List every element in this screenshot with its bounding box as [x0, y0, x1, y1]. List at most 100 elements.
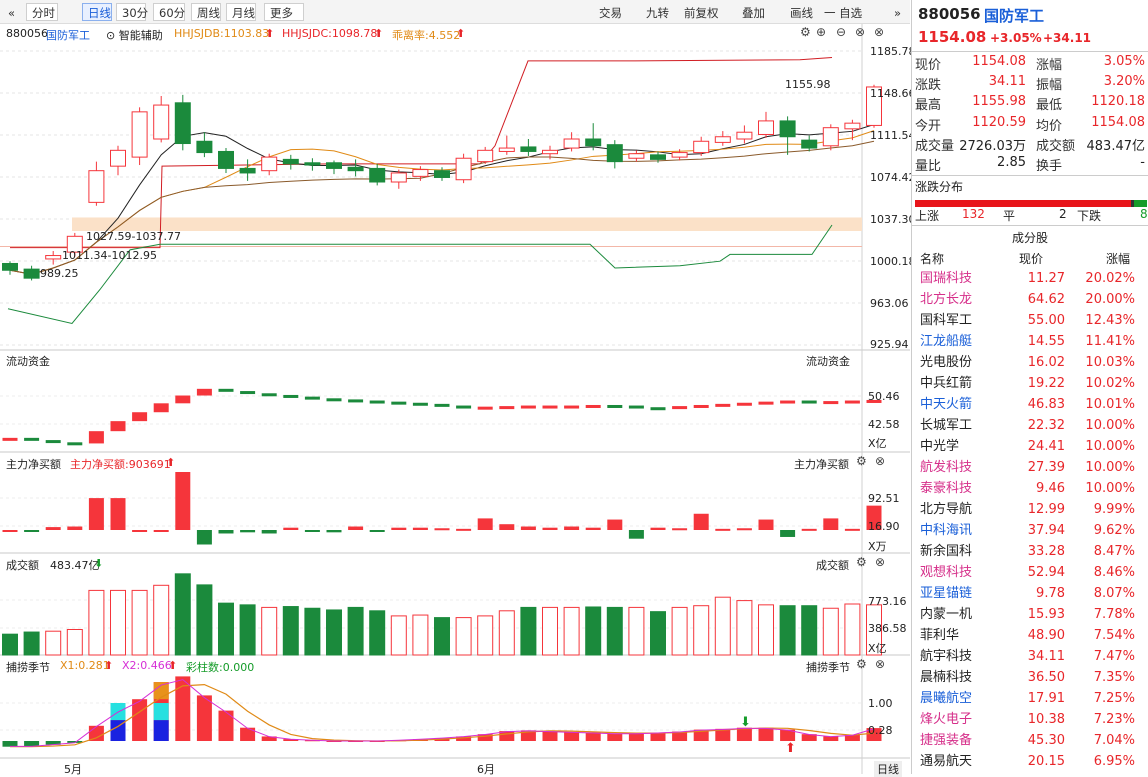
quote-field-l2: 均价	[1036, 118, 1063, 134]
season-bar	[801, 734, 817, 741]
stock-row[interactable]: 内蒙一机 15.93 7.78%	[912, 604, 1148, 625]
settings-icon[interactable]: ⚙	[856, 555, 867, 569]
stock-name: 中科海讯	[920, 523, 973, 538]
price-axis-tick: 1037.30	[870, 213, 916, 226]
toolbar-action-2[interactable]: 前复权	[684, 6, 719, 20]
toolbar-tab-4[interactable]: 周线	[191, 3, 221, 21]
volume-bar	[304, 607, 321, 656]
stock-row[interactable]: 航宇科技 34.11 7.47%	[912, 646, 1148, 667]
stock-row[interactable]: 中科海讯 37.94 9.62%	[912, 520, 1148, 541]
toolbar-action-3[interactable]: 叠加	[742, 6, 765, 20]
col-change-header[interactable]: 涨幅	[1106, 252, 1131, 266]
index-name[interactable]: 国防军工	[46, 29, 90, 42]
net-panel-title-right: 主力净买额	[794, 458, 849, 471]
stock-row[interactable]: 北方长龙 64.62 20.00%	[912, 289, 1148, 310]
flow-bar	[391, 401, 407, 405]
flow-bar	[542, 405, 558, 409]
stock-change: 7.35%	[1093, 670, 1135, 685]
toolbar-tab-0[interactable]: 分时	[26, 3, 58, 21]
toolbar-action-5[interactable]: 一 自选	[824, 6, 863, 20]
volume-bar	[261, 606, 278, 656]
net-panel-value: 主力净买额:903691	[70, 458, 171, 471]
stock-change: 10.03%	[1085, 355, 1135, 370]
volume-bar	[758, 604, 774, 656]
stock-row[interactable]: 国科军工 55.00 12.43%	[912, 310, 1148, 331]
toolbar-action-4[interactable]: 画线	[790, 6, 813, 20]
zoom-in-icon[interactable]: ⊕	[816, 25, 827, 39]
stock-row[interactable]: 菲利华 48.90 7.54%	[912, 625, 1148, 646]
toolbar-tab-3[interactable]: 60分	[153, 3, 185, 21]
net-buy-bar	[369, 530, 385, 532]
flow-bar	[758, 401, 774, 405]
volume-bar	[153, 584, 170, 656]
flow-bar	[499, 406, 515, 410]
settings-icon[interactable]: ⚙	[800, 25, 811, 39]
stock-row[interactable]: 通易航天 20.15 6.95%	[912, 751, 1148, 772]
stock-name: 光电股份	[920, 355, 973, 370]
stock-name: 通易航天	[920, 754, 973, 769]
volume-bar	[606, 606, 623, 656]
season-bar	[542, 731, 558, 741]
stock-row[interactable]: 光电股份 16.02 10.03%	[912, 352, 1148, 373]
vol-panel-title: 成交额	[6, 559, 39, 572]
net-buy-bar	[2, 530, 18, 532]
toolbar-tab-1[interactable]: 日线	[82, 3, 112, 21]
stock-change: 7.25%	[1093, 691, 1135, 706]
stock-row[interactable]: 航发科技 27.39 10.00%	[912, 457, 1148, 478]
stock-row[interactable]: 中天火箭 46.83 10.01%	[912, 394, 1148, 415]
smart-assist-toggle[interactable]: ⊙ 智能辅助	[106, 27, 163, 43]
stock-price: 55.00	[1027, 313, 1065, 328]
close-icon[interactable]: ⊗	[875, 657, 886, 671]
stock-row[interactable]: 中光学 24.41 10.00%	[912, 436, 1148, 457]
candle-body	[434, 170, 450, 178]
col-name-header[interactable]: 名称	[920, 252, 945, 266]
stock-row[interactable]: 泰豪科技 9.46 10.00%	[912, 478, 1148, 499]
volume-bar	[736, 600, 753, 656]
candle-body	[326, 162, 342, 169]
stock-row[interactable]: 国瑞科技 11.27 20.02%	[912, 268, 1148, 289]
flow-bar	[628, 405, 644, 409]
net-buy-bar	[391, 527, 407, 530]
col-price-header[interactable]: 现价	[1019, 252, 1044, 266]
toolbar-action-0[interactable]: 交易	[599, 6, 622, 20]
stock-row[interactable]: 长城军工 22.32 10.00%	[912, 415, 1148, 436]
toolbar-tab-6[interactable]: 更多	[264, 3, 304, 21]
close-icon[interactable]: ⊗	[875, 454, 886, 468]
quote-panel: 880056 国防军工 1154.08 +3.05% +34.11 现价 1154…	[911, 0, 1148, 774]
stock-row[interactable]: 烽火电子 10.38 7.23%	[912, 709, 1148, 730]
stock-row[interactable]: 观想科技 52.94 8.46%	[912, 562, 1148, 583]
season-tick: 1.00	[868, 697, 893, 710]
stock-row[interactable]: 晨曦航空 17.91 7.25%	[912, 688, 1148, 709]
quote-field-v1: 1154.08	[972, 54, 1026, 69]
stock-row[interactable]: 江龙船艇 14.55 11.41%	[912, 331, 1148, 352]
stock-price: 17.91	[1027, 691, 1065, 706]
restore-icon[interactable]: ⊗	[855, 25, 866, 39]
settings-icon[interactable]: ⚙	[856, 657, 867, 671]
close-icon[interactable]: ⊗	[874, 25, 885, 39]
candle-body	[347, 166, 364, 172]
zoom-out-icon[interactable]: ⊖	[836, 25, 847, 39]
stock-row[interactable]: 亚星锚链 9.78 8.07%	[912, 583, 1148, 604]
stock-row[interactable]: 捷强装备 45.30 7.04%	[912, 730, 1148, 751]
stock-row[interactable]: 新余国科 33.28 8.47%	[912, 541, 1148, 562]
chevron-down-icon: ⊙	[106, 29, 116, 42]
stock-row[interactable]: 北方导航 12.99 9.99%	[912, 499, 1148, 520]
toolbar-action-1[interactable]: 九转	[646, 6, 669, 20]
close-icon[interactable]: ⊗	[875, 555, 886, 569]
stock-change: 7.78%	[1093, 607, 1135, 622]
double-chevron-right-icon[interactable]: »	[894, 6, 902, 20]
period-label[interactable]: 日线	[874, 761, 902, 777]
quote-name[interactable]: 国防军工	[984, 7, 1045, 25]
candle-body	[585, 138, 602, 147]
season-bar	[132, 699, 148, 741]
double-chevron-left-icon[interactable]: «	[8, 6, 16, 20]
toolbar-tab-5[interactable]: 月线	[226, 3, 256, 21]
date-label: 6月	[477, 763, 495, 776]
net-buy-bar	[801, 528, 817, 531]
stock-row[interactable]: 中兵红箭 19.22 10.02%	[912, 373, 1148, 394]
quote-field-v1: 2.85	[997, 155, 1026, 170]
candle-body	[736, 131, 753, 140]
settings-icon[interactable]: ⚙	[856, 454, 867, 468]
toolbar-tab-2[interactable]: 30分	[116, 3, 148, 21]
stock-row[interactable]: 晨楠科技 36.50 7.35%	[912, 667, 1148, 688]
